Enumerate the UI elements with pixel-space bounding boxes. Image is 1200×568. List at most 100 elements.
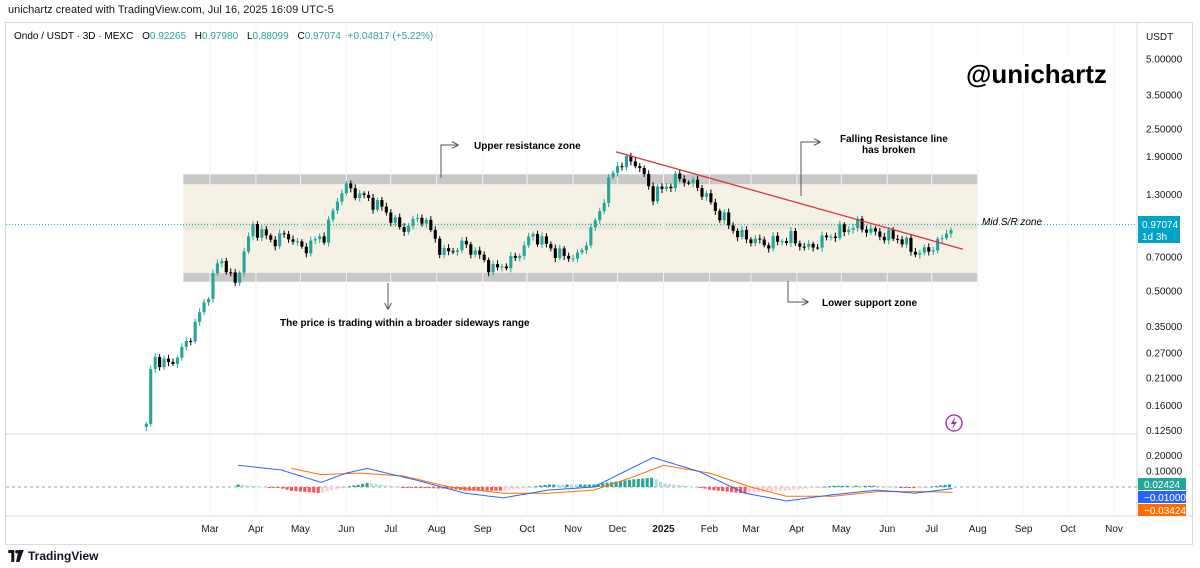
macd-histogram-bar xyxy=(832,485,836,487)
candle xyxy=(375,200,380,210)
candle xyxy=(704,193,709,197)
candle xyxy=(442,248,446,255)
candle xyxy=(393,217,397,223)
macd-histogram-bar xyxy=(432,487,436,489)
macd-histogram-bar xyxy=(418,487,422,488)
candle xyxy=(927,247,931,252)
macd-histogram-bar xyxy=(823,486,827,488)
macd-histogram-bar xyxy=(627,479,631,487)
candle xyxy=(611,172,615,178)
candle xyxy=(198,312,202,322)
candle xyxy=(527,236,531,246)
candle xyxy=(909,237,913,252)
macd-histogram-bar xyxy=(650,477,654,487)
lower-support-zone xyxy=(183,272,978,282)
candle xyxy=(740,229,744,238)
macd-histogram-bar xyxy=(863,485,867,487)
candle xyxy=(598,211,602,221)
o-value: 0.92265 xyxy=(150,31,187,42)
candle xyxy=(780,241,784,243)
candle xyxy=(642,168,646,175)
time-tick-label: Dec xyxy=(609,524,627,535)
candle xyxy=(633,161,637,167)
candle xyxy=(344,183,348,194)
candle xyxy=(753,238,757,244)
macd-histogram-bar xyxy=(343,486,347,488)
candle xyxy=(411,218,415,226)
candle xyxy=(900,239,904,245)
candle xyxy=(673,173,677,189)
candle xyxy=(860,218,864,230)
macd-histogram-bar xyxy=(707,487,711,490)
lower-zone-arrow xyxy=(787,281,808,302)
macd-histogram-bar xyxy=(334,487,338,490)
macd-histogram-bar xyxy=(565,484,569,487)
candle xyxy=(500,266,504,268)
falling-line-label: Falling Resistance line xyxy=(840,134,948,145)
candle xyxy=(398,217,402,228)
macd-histogram-bar xyxy=(725,487,729,492)
macd-histogram-bar xyxy=(298,487,302,492)
macd-histogram-bar xyxy=(378,484,382,487)
macd-histogram-bar xyxy=(392,486,396,488)
tradingview-logo-icon xyxy=(8,550,24,562)
sideways-label: The price is trading within a broader si… xyxy=(280,318,530,329)
lightning-icon[interactable] xyxy=(945,414,963,432)
macd-histogram-bar xyxy=(712,487,716,491)
candle xyxy=(473,250,477,255)
time-tick-label: Sep xyxy=(474,524,492,535)
macd-histogram-bar xyxy=(681,485,685,487)
candle xyxy=(429,219,433,231)
macd-histogram-bar xyxy=(321,487,325,493)
macd-histogram-bar xyxy=(810,487,814,488)
candle xyxy=(180,346,184,358)
candle xyxy=(238,272,242,283)
candle xyxy=(940,238,944,240)
macd-histogram-bar xyxy=(730,487,734,493)
candle xyxy=(607,177,611,203)
macd-histogram-bar xyxy=(294,487,298,492)
macd-histogram-bar xyxy=(338,487,342,489)
macd-histogram-bar xyxy=(618,480,623,487)
macd-layer xyxy=(6,457,1137,502)
candle xyxy=(713,202,717,211)
upper-zone-arrow xyxy=(440,145,458,178)
macd-histogram-bar xyxy=(547,484,551,487)
time-tick-label: Mar xyxy=(742,524,760,535)
macd-histogram-bar xyxy=(369,483,374,487)
macd-histogram-bar xyxy=(881,486,885,488)
macd-histogram-bar xyxy=(903,487,907,488)
candle xyxy=(696,179,700,188)
candles-layer xyxy=(144,152,953,432)
footer-brand[interactable]: TradingView xyxy=(8,548,98,564)
macd-histogram-bar xyxy=(654,479,658,487)
candle xyxy=(438,238,442,255)
macd-histogram-bar xyxy=(454,487,458,490)
candle xyxy=(784,241,789,244)
macd-histogram-bar xyxy=(405,487,409,488)
macd-histogram-bar xyxy=(516,487,520,489)
candle xyxy=(864,229,869,233)
macd-histogram-bar xyxy=(521,487,525,489)
candle xyxy=(918,252,922,255)
macd-histogram-bar xyxy=(845,485,849,487)
macd-histogram-bar xyxy=(890,486,894,488)
candle xyxy=(455,250,460,252)
macd-histogram-bar xyxy=(876,485,880,487)
macd-histogram-bar xyxy=(641,478,645,487)
candle xyxy=(736,230,740,238)
candle xyxy=(158,356,162,368)
candle xyxy=(286,233,291,240)
macd-histogram-bar xyxy=(841,485,845,487)
macd-histogram-bar xyxy=(303,487,307,492)
macd-histogram-bar xyxy=(761,487,765,493)
candle xyxy=(553,248,557,259)
candle xyxy=(615,166,620,173)
macd-histogram-bar xyxy=(436,487,440,489)
macd-histogram-bar xyxy=(574,484,578,487)
candle xyxy=(584,245,588,251)
o-label: O xyxy=(142,31,150,42)
macd-histogram-bar xyxy=(534,486,538,488)
macd-histogram-bar xyxy=(396,487,400,488)
